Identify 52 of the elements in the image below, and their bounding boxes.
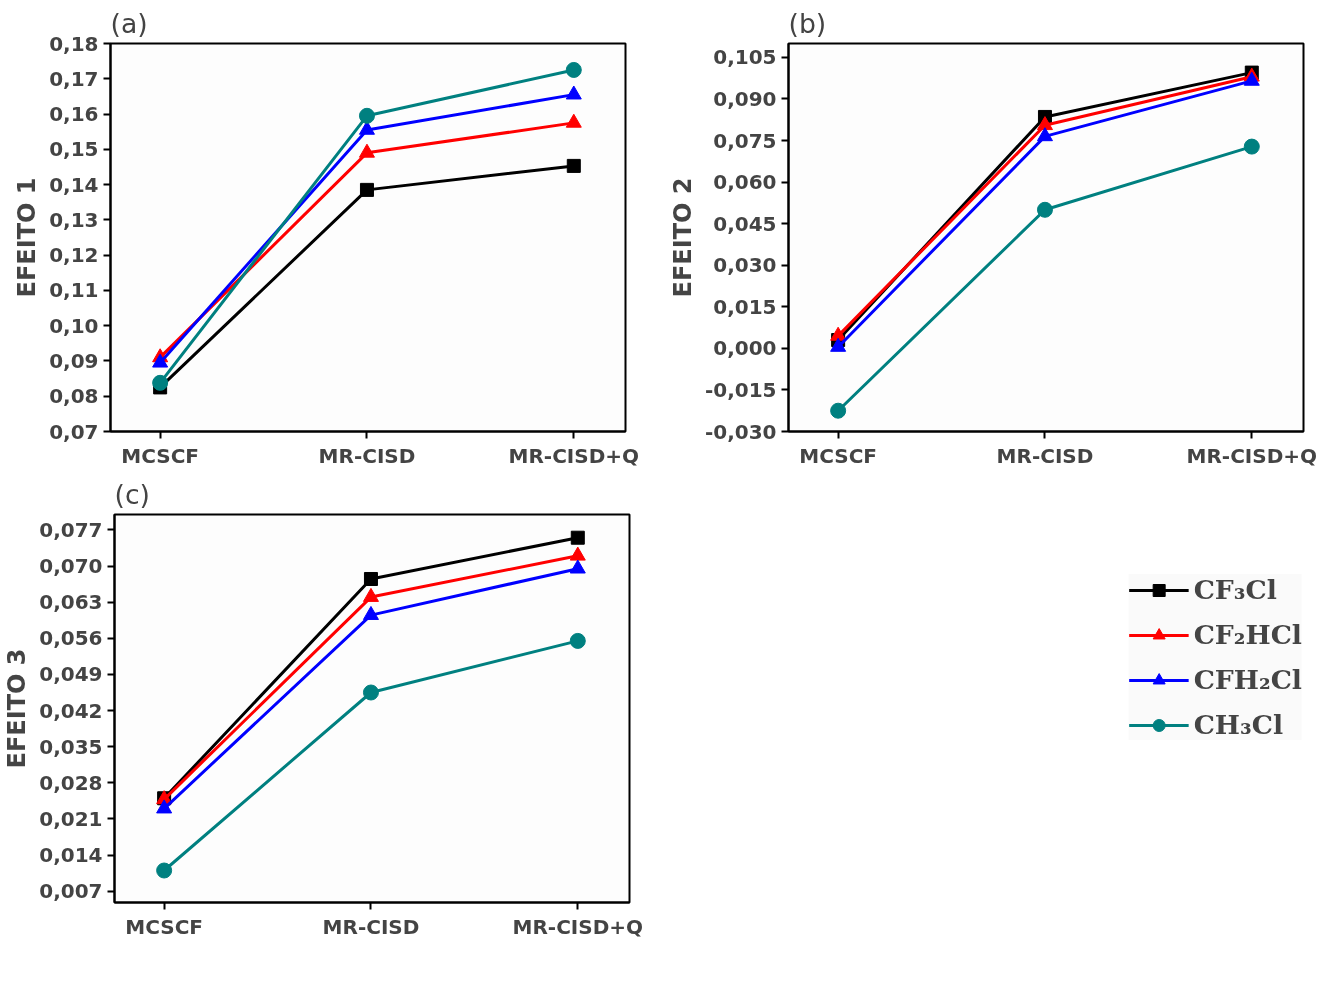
y-tick-label: 0,075 xyxy=(713,128,777,153)
y-tick-label: 0,056 xyxy=(39,626,103,651)
chart-title: (a) xyxy=(110,7,148,39)
y-tick-label: 0,015 xyxy=(713,294,777,319)
y-tick-label: 0,049 xyxy=(39,662,103,687)
x-tick-label: MCSCF xyxy=(121,443,199,468)
x-tick-label: MR-CISD+Q xyxy=(1186,443,1318,468)
y-tick-label: 0,070 xyxy=(39,554,103,579)
y-tick-label: 0,007 xyxy=(39,879,103,904)
x-tick-label: MR-CISD xyxy=(996,443,1094,468)
y-tick-label: 0,105 xyxy=(713,45,777,70)
y-tick-label: 0,060 xyxy=(713,170,777,195)
y-tick-label: 0,090 xyxy=(713,86,777,111)
x-tick-label: MR-CISD+Q xyxy=(508,443,640,468)
x-tick-label: MR-CISD xyxy=(322,914,420,939)
y-tick-label: 0,17 xyxy=(49,66,99,91)
y-tick-label: 0,15 xyxy=(49,137,99,162)
y-tick-label: 0,11 xyxy=(49,278,99,303)
y-tick-label: -0,015 xyxy=(704,377,777,402)
x-tick-label: MCSCF xyxy=(799,443,877,468)
y-tick-label: 0,09 xyxy=(49,348,99,373)
y-tick-label: -0,030 xyxy=(704,419,777,444)
y-tick-label: 0,014 xyxy=(39,843,103,868)
y-tick-label: 0,000 xyxy=(713,336,777,361)
legend-label: CF₃Cl xyxy=(1193,574,1277,605)
y-tick-label: 0,030 xyxy=(713,253,777,278)
y-tick-label: 0,028 xyxy=(39,770,103,795)
x-tick-label: MR-CISD+Q xyxy=(512,914,644,939)
y-axis-title: EFEITO 3 xyxy=(3,648,32,769)
y-tick-label: 0,045 xyxy=(713,211,777,236)
y-axis-title: EFEITO 1 xyxy=(13,177,42,298)
y-tick-label: 0,14 xyxy=(49,172,99,197)
y-tick-label: 0,042 xyxy=(39,698,103,723)
y-tick-label: 0,063 xyxy=(39,590,103,615)
y-tick-label: 0,035 xyxy=(39,734,103,759)
legend-label: CH₃Cl xyxy=(1193,709,1284,740)
y-tick-label: 0,021 xyxy=(39,806,103,831)
y-tick-label: 0,10 xyxy=(49,313,99,338)
y-tick-label: 0,18 xyxy=(49,31,99,56)
y-axis-title: EFEITO 2 xyxy=(668,177,697,298)
y-tick-label: 0,13 xyxy=(49,207,99,232)
y-tick-label: 0,16 xyxy=(49,102,99,127)
y-tick-label: 0,12 xyxy=(49,243,99,268)
chart-title: (b) xyxy=(788,7,827,39)
legend-label: CF₂HCl xyxy=(1193,619,1302,650)
y-tick-label: 0,08 xyxy=(49,384,99,409)
legend-label: CFH₂Cl xyxy=(1193,664,1302,695)
x-tick-label: MCSCF xyxy=(125,914,203,939)
y-tick-label: 0,07 xyxy=(49,419,99,444)
x-tick-label: MR-CISD xyxy=(318,443,416,468)
chart-title: (c) xyxy=(114,478,150,510)
y-tick-label: 0,077 xyxy=(39,517,103,542)
